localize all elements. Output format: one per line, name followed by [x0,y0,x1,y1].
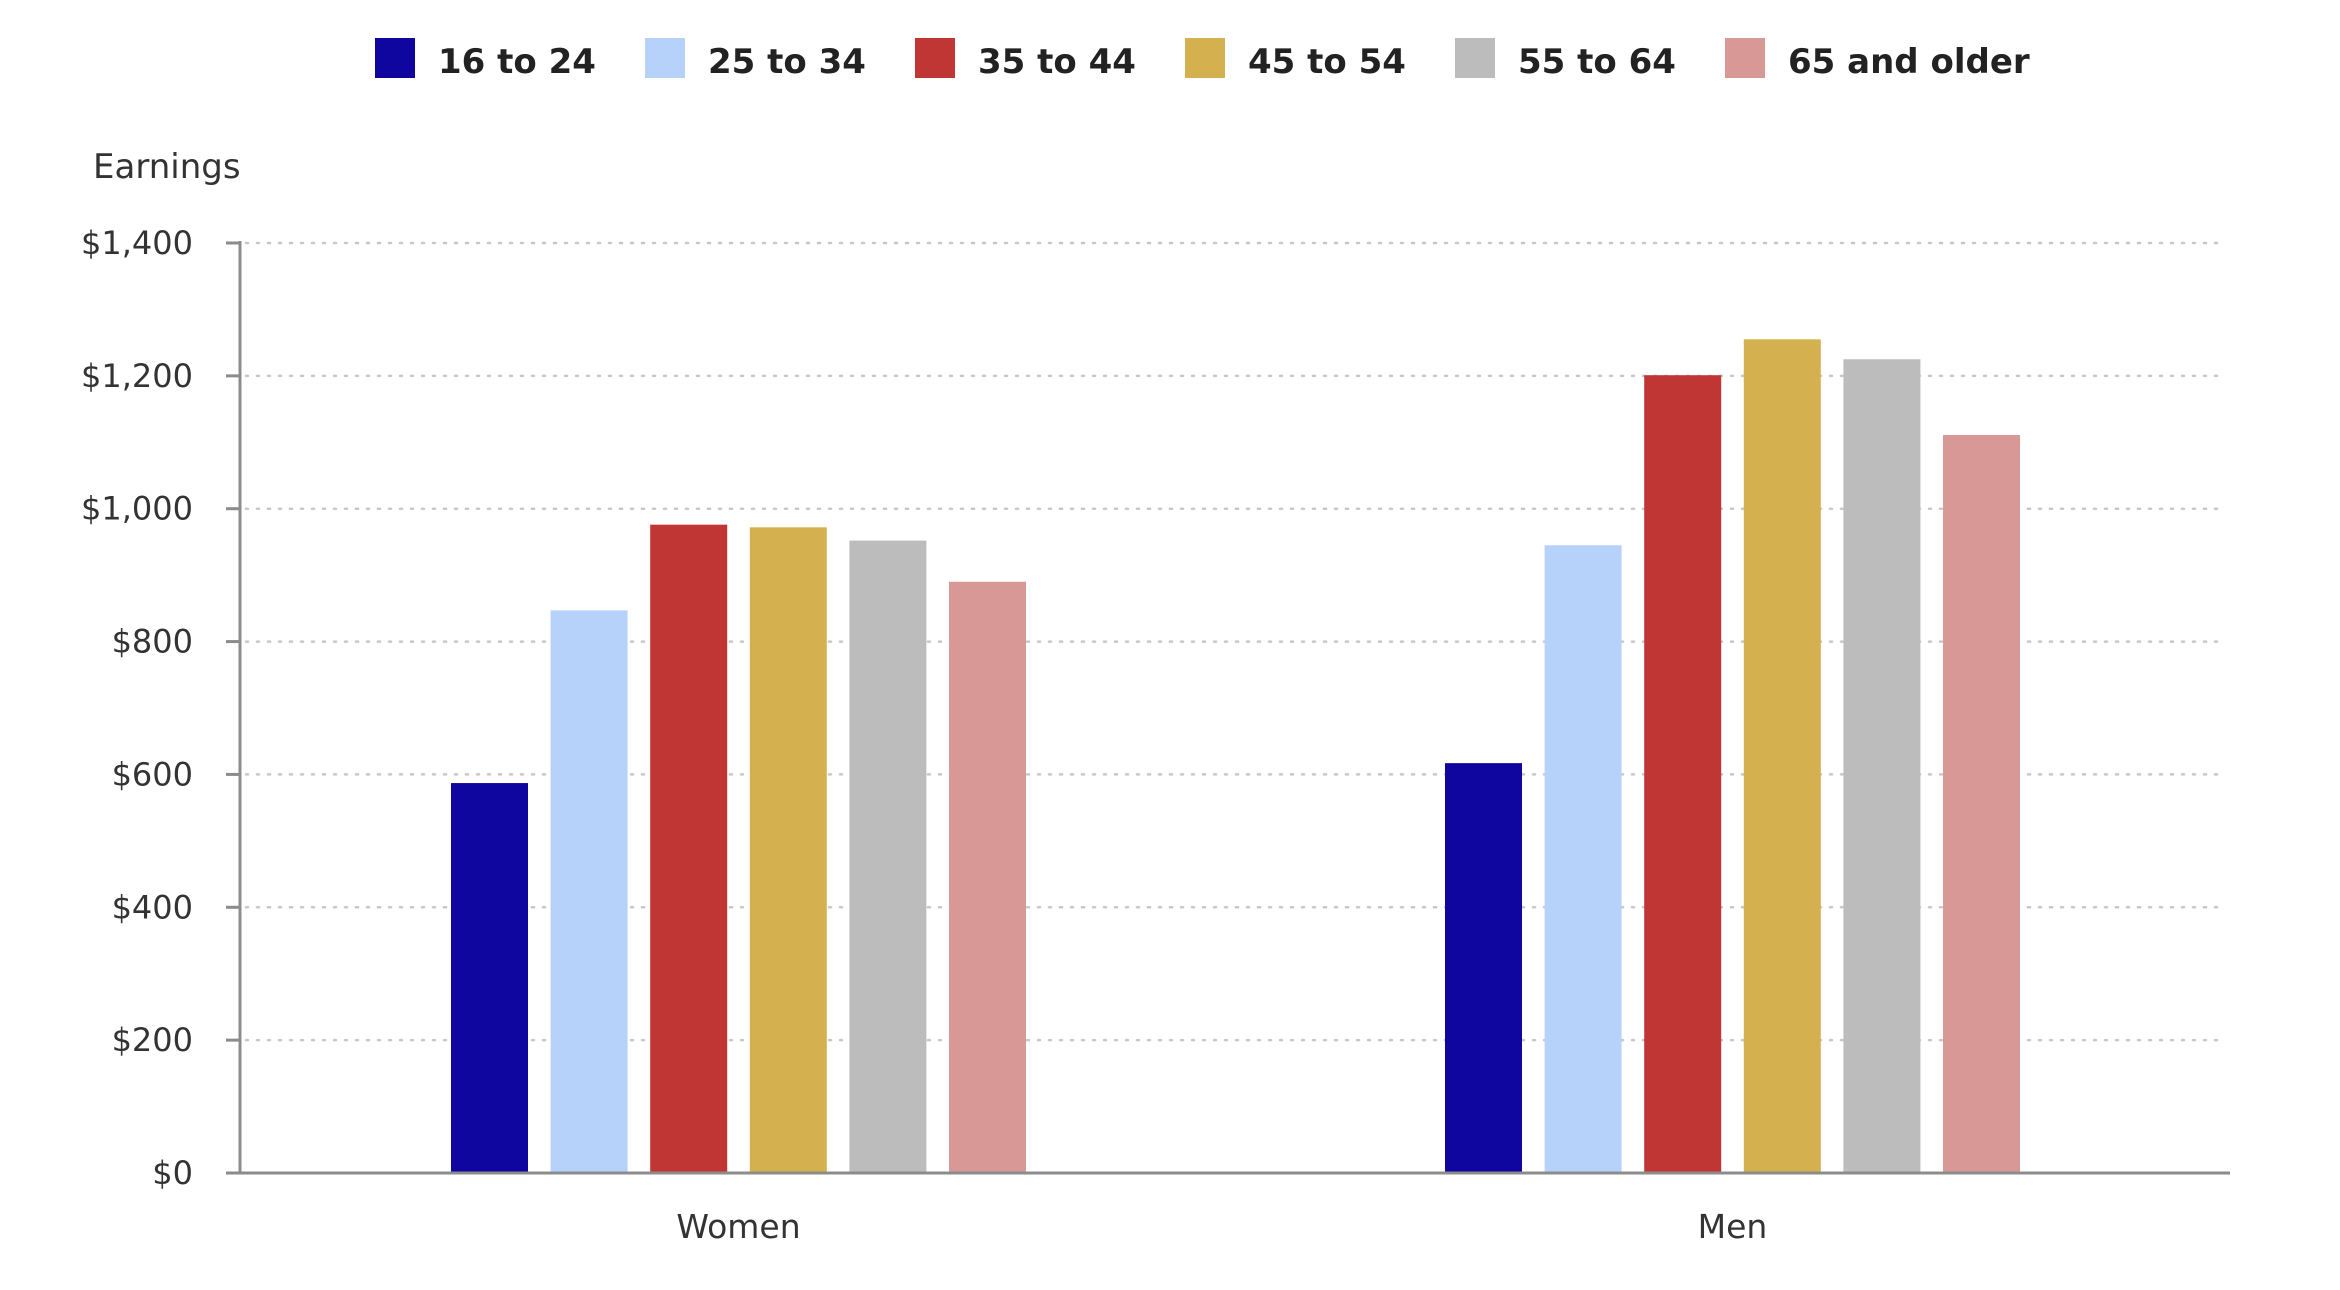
bar-women-65-and-older [949,581,1026,1173]
bar-men-35-to-44 [1644,375,1722,1173]
legend-item: 35 to 44 [915,38,1136,82]
bar-men-55-to-64 [1843,359,1921,1173]
legend-item: 16 to 24 [375,38,596,82]
y-axis-ticks: $0 $200 $400 $600 $800 $1,000 $1,200 $1,400 [81,224,240,1192]
y-tick-label: $0 [152,1154,193,1192]
y-tick-label: $400 [112,888,193,926]
legend-label: 65 and older [1788,42,2030,82]
bar-women-25-to-34 [550,610,628,1173]
axes [238,241,2230,1175]
legend-label: 25 to 34 [708,42,866,82]
legend-label: 45 to 54 [1248,42,1406,82]
legend-item: 25 to 34 [645,38,866,82]
bar-men-45-to-54 [1743,339,1821,1174]
bar-women-45-to-54 [749,527,827,1173]
y-tick-label: $1,000 [81,490,193,528]
bar-men-16-to-24 [1445,763,1522,1173]
x-category-label: Women [676,1207,800,1246]
legend: 16 to 24 25 to 34 35 to 44 45 to 54 55 to 64… [375,38,2030,82]
legend-swatch [1185,38,1225,78]
x-category-label: Men [1698,1207,1768,1246]
legend-swatch [915,38,955,78]
legend-item: 45 to 54 [1185,38,1406,82]
x-axis-categories: Women Men [676,1207,1767,1246]
gridlines [244,241,2227,1042]
y-tick-label: $1,400 [81,224,193,262]
bar-women-35-to-44 [650,524,728,1173]
legend-label: 55 to 64 [1518,42,1676,82]
legend-swatch [1455,38,1495,78]
legend-swatch [1725,38,1765,78]
legend-item: 65 and older [1725,38,2030,82]
legend-swatch [645,38,685,78]
bar-women-16-to-24 [451,783,528,1173]
legend-item: 55 to 64 [1455,38,1676,82]
legend-swatch [375,38,415,78]
y-tick-label: $200 [112,1021,193,1059]
y-tick-label: $1,200 [81,357,193,395]
y-tick-label: $600 [112,755,193,793]
legend-label: 35 to 44 [978,42,1136,82]
y-axis-label: Earnings [93,147,241,187]
legend-label: 16 to 24 [438,42,596,82]
bars [451,339,2020,1174]
y-tick-label: $800 [112,623,193,661]
bar-women-55-to-64 [849,540,927,1173]
bar-men-25-to-34 [1544,545,1622,1173]
bar-men-65-and-older [1943,434,2020,1173]
